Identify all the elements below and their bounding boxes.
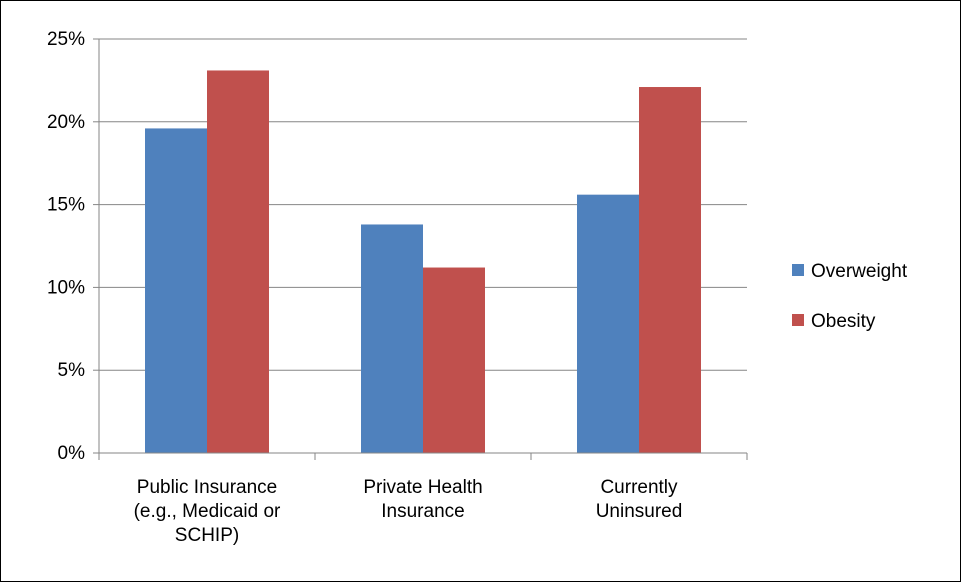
y-tick-label: 10% [47,277,85,298]
x-tick-label: SCHIP) [175,525,239,546]
x-tick-label: Uninsured [596,501,683,522]
x-tick-labels: Public Insurance (e.g., Medicaid or SCHIP)… [134,477,683,546]
legend-label-obesity: Obesity [811,311,876,332]
axes [93,38,748,460]
y-tick-label: 5% [58,360,86,381]
legend-label-overweight: Overweight [811,261,908,282]
y-tick-labels: 0% 5% 10% 15% 20% 25% [47,29,85,464]
legend-swatch-overweight [792,264,804,276]
y-tick-label: 25% [47,29,85,50]
x-tick-label: Private Health [363,477,482,498]
bar-overweight-3 [577,194,639,453]
legend-swatch-obesity [792,314,804,326]
y-tick-label: 15% [47,195,85,216]
x-tick-label: (e.g., Medicaid or [134,501,281,522]
bar-overweight-1 [145,128,207,453]
bar-obesity-1 [207,70,269,454]
y-tick-label: 20% [47,112,85,133]
x-tick-label: Public Insurance [137,477,277,498]
legend: Overweight Obesity [792,261,908,332]
x-tick-label: Currently [600,477,678,498]
y-tick-label: 0% [58,443,86,464]
bars [145,70,701,454]
bar-obesity-2 [423,267,485,453]
bar-obesity-3 [639,87,701,454]
bar-overweight-2 [361,224,423,453]
x-tick-label: Insurance [381,501,464,522]
